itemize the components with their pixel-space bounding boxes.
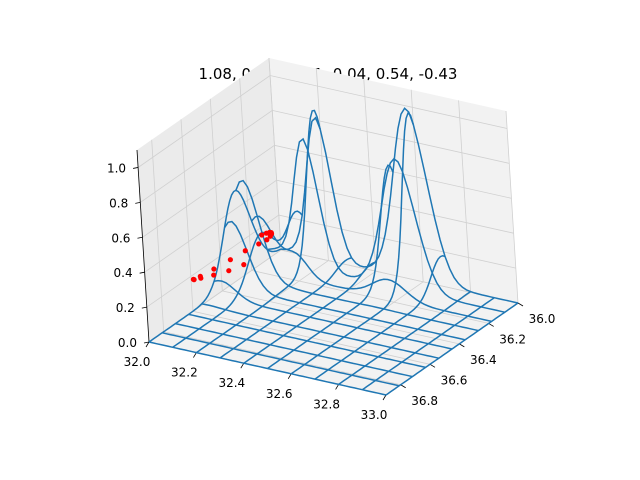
surface-line (175, 322, 413, 378)
y-tick-label: 36.4 (470, 353, 497, 367)
x-tick-mark (287, 373, 292, 380)
z-gridline (140, 109, 510, 203)
x-tick-label: 32.2 (171, 366, 198, 380)
red-point (227, 257, 233, 263)
y-tick-mark (400, 384, 406, 389)
surface-line (267, 137, 505, 313)
surface-line (201, 303, 439, 359)
x-tick-mark (382, 394, 387, 401)
red-point (198, 275, 204, 281)
z-tick-mark (139, 271, 145, 274)
x-tick-label: 32.4 (218, 376, 245, 390)
x-tick-label: 32.6 (266, 387, 293, 401)
red-point (226, 268, 232, 274)
z-tick-mark (143, 341, 150, 344)
red-point (267, 233, 273, 239)
z-tick-label: 1.0 (107, 161, 126, 175)
z-axis-line (136, 149, 150, 343)
red-point (242, 248, 248, 254)
red-point (256, 241, 262, 247)
x-tick-label: 32.0 (124, 355, 151, 369)
red-point (259, 232, 265, 238)
z-gridline (142, 144, 512, 238)
y-tick-mark (429, 363, 436, 368)
z-tick-mark (135, 201, 141, 204)
back-pane (269, 58, 518, 303)
z-tick-label: 0.8 (109, 196, 128, 210)
surface-line (251, 215, 492, 323)
red-point (211, 272, 217, 278)
z-gridline (146, 214, 516, 308)
y-tick-label: 36.0 (529, 312, 556, 326)
red-point (264, 237, 270, 243)
red-point (191, 277, 197, 283)
z-tick-label: 0.0 (118, 336, 137, 350)
x-tick-mark (240, 362, 245, 369)
x-tick-mark (145, 341, 150, 348)
x-tick-mark (193, 352, 197, 358)
surface-wireframe (148, 107, 519, 396)
surface-line (188, 313, 426, 369)
z-gridline (137, 75, 508, 168)
red-point (211, 266, 217, 272)
y-tick-mark (488, 323, 494, 327)
red-points (190, 229, 275, 283)
z-tick-mark (133, 167, 139, 169)
surface-line (162, 332, 400, 387)
y-tick-label: 36.6 (441, 373, 468, 387)
y-tick-label: 36.8 (411, 394, 438, 408)
tick-labels: 32.0 32.2 32.4 32.6 32.8 33.0 36.036.236.436.6… (107, 161, 555, 422)
surface-line (235, 179, 479, 332)
z-tick-mark (141, 306, 147, 309)
y-tick-label: 36.2 (499, 332, 526, 346)
surface-line (213, 279, 453, 350)
surface-line (223, 220, 466, 341)
x-tick-label: 33.0 (361, 408, 388, 422)
x-tick-label: 32.8 (313, 397, 340, 411)
x-tick-mark (335, 384, 339, 390)
z-tick-label: 0.2 (116, 301, 135, 315)
z-tick-mark (137, 236, 143, 239)
y-tick-mark (459, 343, 465, 348)
y-tick-mark (517, 302, 524, 307)
red-point (241, 262, 247, 268)
z-tick-label: 0.4 (114, 266, 133, 280)
surface-line (280, 107, 519, 304)
surface-line (148, 341, 387, 396)
z-tick-label: 0.6 (111, 231, 130, 245)
